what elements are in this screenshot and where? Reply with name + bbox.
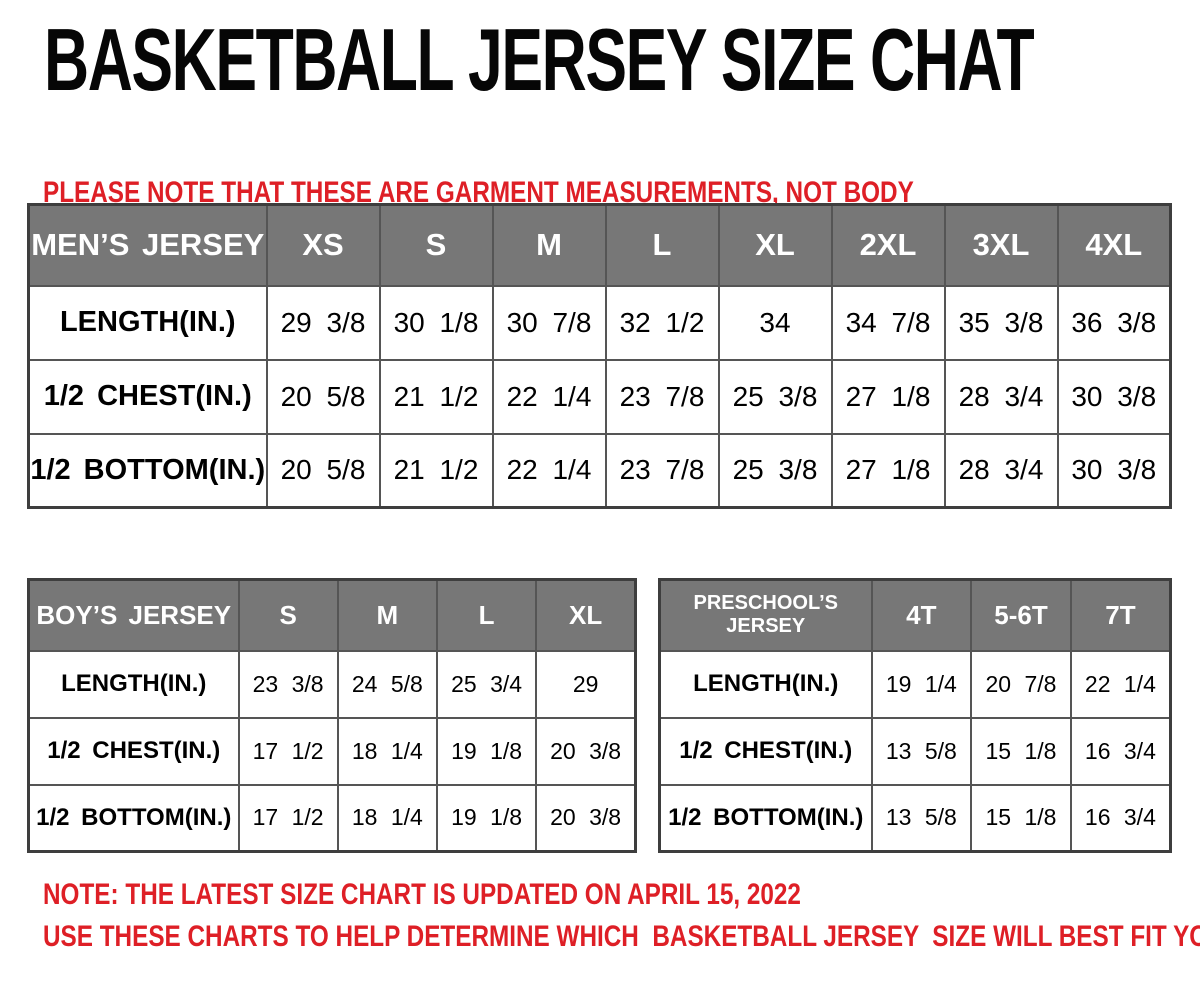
measurement-row-label: LENGTH(IN.) (27, 284, 268, 361)
measurement-row-label: 1/2 BOTTOM(IN.) (658, 783, 873, 853)
size-value-cell: 20 5/8 (265, 358, 381, 435)
size-value-cell: 23 7/8 (604, 432, 720, 509)
mens-table-header: MEN’S JERSEY XS S M L XL 2XL 3XL 4XL (27, 203, 1172, 287)
boys-jersey-size-table: BOY’S JERSEY S M L XL LENGTH(IN.) 23 3/8 24 5/… (27, 578, 637, 853)
size-value-cell: 29 3/8 (265, 284, 381, 361)
measurement-row-label: 1/2 BOTTOM(IN.) (27, 783, 240, 853)
size-value-cell: 27 1/8 (830, 432, 946, 509)
size-value-cell: 15 1/8 (970, 783, 1072, 853)
usage-note: USE THESE CHARTS TO HELP DETERMINE WHICH… (43, 920, 1200, 953)
size-column-header: 5-6T (970, 578, 1072, 652)
size-column-header: L (435, 578, 538, 652)
size-column-header: S (237, 578, 339, 652)
table-row: LENGTH(IN.) 23 3/8 24 5/8 25 3/4 29 (27, 649, 637, 719)
preschool-table-header: PRESCHOOL’S JERSEY 4T 5-6T 7T (658, 578, 1172, 652)
size-value-cell: 19 1/8 (435, 783, 538, 853)
mens-table-body: LENGTH(IN.) 29 3/8 30 1/8 30 7/8 32 1/2 34 34 … (27, 284, 1172, 509)
table-row: 1/2 BOTTOM(IN.) 17 1/2 18 1/4 19 1/8 20 3/8 (27, 783, 637, 853)
table-row: 1/2 CHEST(IN.) 20 5/8 21 1/2 22 1/4 23 7/8 25… (27, 358, 1172, 435)
size-value-cell: 25 3/4 (435, 649, 538, 719)
size-value-cell: 30 7/8 (491, 284, 607, 361)
size-value-cell: 22 1/4 (491, 432, 607, 509)
size-value-cell: 13 5/8 (870, 783, 973, 853)
size-value-cell: 29 (535, 649, 637, 719)
size-value-cell: 19 1/4 (870, 649, 973, 719)
size-value-cell: 22 1/4 (1069, 649, 1172, 719)
measurement-row-label: 1/2 CHEST(IN.) (27, 716, 240, 786)
boys-table-header: BOY’S JERSEY S M L XL (27, 578, 637, 652)
size-column-header: 4T (870, 578, 973, 652)
table-row: 1/2 CHEST(IN.) 17 1/2 18 1/4 19 1/8 20 3/8 (27, 716, 637, 786)
table-row: LENGTH(IN.) 19 1/4 20 7/8 22 1/4 (658, 649, 1172, 719)
size-value-cell: 30 3/8 (1056, 432, 1172, 509)
size-value-cell: 34 (717, 284, 833, 361)
size-column-header: 3XL (943, 203, 1059, 287)
size-value-cell: 19 1/8 (435, 716, 538, 786)
table-row: 1/2 CHEST(IN.) 13 5/8 15 1/8 16 3/4 (658, 716, 1172, 786)
size-column-header: XS (265, 203, 381, 287)
preschool-table-title: PRESCHOOL’S JERSEY (658, 578, 873, 652)
size-value-cell: 28 3/4 (943, 358, 1059, 435)
size-value-cell: 20 3/8 (535, 716, 637, 786)
size-value-cell: 17 1/2 (237, 783, 339, 853)
size-value-cell: 18 1/4 (336, 716, 439, 786)
header-row: MEN’S JERSEY XS S M L XL 2XL 3XL 4XL (27, 203, 1172, 287)
size-value-cell: 16 3/4 (1069, 716, 1172, 786)
size-value-cell: 25 3/8 (717, 358, 833, 435)
page-title: BASKETBALL JERSEY SIZE CHAT (44, 10, 1035, 109)
table-row: 1/2 BOTTOM(IN.) 20 5/8 21 1/2 22 1/4 23 7/8 2… (27, 432, 1172, 509)
size-value-cell: 23 3/8 (237, 649, 339, 719)
measurement-row-label: 1/2 CHEST(IN.) (658, 716, 873, 786)
update-date-note: NOTE: THE LATEST SIZE CHART IS UPDATED O… (43, 878, 801, 911)
measurement-row-label: 1/2 BOTTOM(IN.) (27, 432, 268, 509)
table-row: LENGTH(IN.) 29 3/8 30 1/8 30 7/8 32 1/2 34 34 … (27, 284, 1172, 361)
preschool-table-body: LENGTH(IN.) 19 1/4 20 7/8 22 1/4 1/2 CHEST(I… (658, 649, 1172, 853)
size-value-cell: 21 1/2 (378, 432, 494, 509)
size-value-cell: 32 1/2 (604, 284, 720, 361)
mens-jersey-size-table: MEN’S JERSEY XS S M L XL 2XL 3XL 4XL LENGTH(IN.)… (27, 203, 1172, 509)
size-value-cell: 21 1/2 (378, 358, 494, 435)
size-value-cell: 25 3/8 (717, 432, 833, 509)
mens-table-title: MEN’S JERSEY (27, 203, 268, 287)
size-value-cell: 36 3/8 (1056, 284, 1172, 361)
measurement-row-label: LENGTH(IN.) (658, 649, 873, 719)
size-value-cell: 27 1/8 (830, 358, 946, 435)
table-row: 1/2 BOTTOM(IN.) 13 5/8 15 1/8 16 3/4 (658, 783, 1172, 853)
size-value-cell: 34 7/8 (830, 284, 946, 361)
header-row: PRESCHOOL’S JERSEY 4T 5-6T 7T (658, 578, 1172, 652)
size-value-cell: 13 5/8 (870, 716, 973, 786)
boys-table-title: BOY’S JERSEY (27, 578, 240, 652)
size-value-cell: 30 3/8 (1056, 358, 1172, 435)
size-value-cell: 35 3/8 (943, 284, 1059, 361)
size-value-cell: 24 5/8 (336, 649, 439, 719)
size-value-cell: 23 7/8 (604, 358, 720, 435)
size-column-header: S (378, 203, 494, 287)
size-column-header: XL (717, 203, 833, 287)
size-value-cell: 17 1/2 (237, 716, 339, 786)
header-row: BOY’S JERSEY S M L XL (27, 578, 637, 652)
size-column-header: M (336, 578, 439, 652)
size-column-header: L (604, 203, 720, 287)
size-value-cell: 15 1/8 (970, 716, 1072, 786)
measurement-row-label: LENGTH(IN.) (27, 649, 240, 719)
size-value-cell: 28 3/4 (943, 432, 1059, 509)
size-column-header: M (491, 203, 607, 287)
size-value-cell: 20 5/8 (265, 432, 381, 509)
size-column-header: XL (535, 578, 637, 652)
size-value-cell: 20 7/8 (970, 649, 1072, 719)
size-value-cell: 20 3/8 (535, 783, 637, 853)
size-value-cell: 18 1/4 (336, 783, 439, 853)
size-value-cell: 22 1/4 (491, 358, 607, 435)
preschool-jersey-size-table: PRESCHOOL’S JERSEY 4T 5-6T 7T LENGTH(IN.) 19… (658, 578, 1172, 853)
size-column-header: 7T (1069, 578, 1172, 652)
boys-table-body: LENGTH(IN.) 23 3/8 24 5/8 25 3/4 29 1/2 CHEST… (27, 649, 637, 853)
measurement-row-label: 1/2 CHEST(IN.) (27, 358, 268, 435)
size-column-header: 2XL (830, 203, 946, 287)
size-value-cell: 30 1/8 (378, 284, 494, 361)
size-value-cell: 16 3/4 (1069, 783, 1172, 853)
size-column-header: 4XL (1056, 203, 1172, 287)
